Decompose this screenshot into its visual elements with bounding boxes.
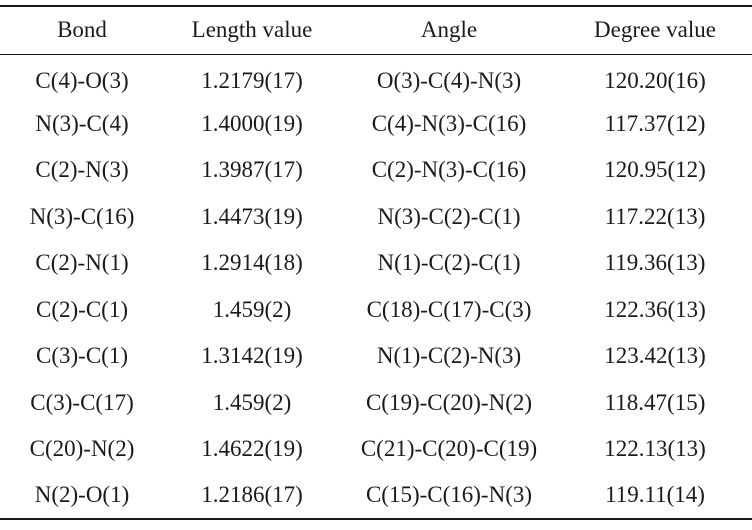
header-bond: Bond bbox=[0, 5, 164, 55]
bond-angle-table: Bond Length value Angle Degree value C(4… bbox=[0, 5, 752, 520]
cell-bond: C(2)-N(3) bbox=[35, 157, 129, 183]
cell-angle: N(1)-C(2)-C(1) bbox=[377, 250, 521, 276]
cell-degree: 118.47(15) bbox=[604, 389, 706, 415]
table-row: C(2)-C(1) 1.459(2) C(18)-C(17)-C(3) 122.… bbox=[0, 287, 752, 334]
table-body: C(4)-O(3) 1.2179(17) O(3)-C(4)-N(3) 120.… bbox=[0, 54, 752, 520]
cell-bond: N(3)-C(16) bbox=[29, 203, 135, 229]
header-length-value: Length value bbox=[164, 5, 340, 55]
cell-angle: C(2)-N(3)-C(16) bbox=[371, 157, 527, 183]
cell-length: 1.4000(19) bbox=[201, 110, 303, 136]
cell-bond: C(4)-O(3) bbox=[35, 67, 129, 93]
cell-bond: C(20)-N(2) bbox=[29, 436, 135, 462]
cell-bond: C(3)-C(1) bbox=[36, 343, 128, 369]
table-row: C(2)-N(1) 1.2914(18) N(1)-C(2)-C(1) 119.… bbox=[0, 240, 752, 287]
cell-angle: N(1)-C(2)-N(3) bbox=[376, 343, 522, 369]
header-angle: Angle bbox=[340, 5, 558, 55]
cell-bond: C(3)-C(17) bbox=[30, 389, 134, 415]
cell-length: 1.459(2) bbox=[212, 296, 292, 322]
cell-angle: C(4)-N(3)-C(16) bbox=[371, 110, 527, 136]
cell-angle: N(3)-C(2)-C(1) bbox=[377, 203, 521, 229]
cell-length: 1.4473(19) bbox=[201, 203, 303, 229]
table-row: C(3)-C(17) 1.459(2) C(19)-C(20)-N(2) 118… bbox=[0, 380, 752, 427]
cell-angle: O(3)-C(4)-N(3) bbox=[376, 67, 522, 93]
cell-length: 1.3142(19) bbox=[201, 343, 303, 369]
cell-degree: 123.42(13) bbox=[604, 343, 706, 369]
cell-degree: 122.13(13) bbox=[604, 436, 706, 462]
header-row: Bond Length value Angle Degree value bbox=[0, 5, 752, 55]
cell-length: 1.2179(17) bbox=[201, 67, 303, 93]
cell-degree: 122.36(13) bbox=[604, 296, 706, 322]
cell-angle: C(19)-C(20)-N(2) bbox=[365, 389, 533, 415]
cell-degree: 120.20(16) bbox=[604, 67, 706, 93]
cell-degree: 117.37(12) bbox=[604, 110, 706, 136]
table-row: N(3)-C(4) 1.4000(19) C(4)-N(3)-C(16) 117… bbox=[0, 101, 752, 148]
cell-degree: 120.95(12) bbox=[604, 157, 706, 183]
cell-angle: C(15)-C(16)-N(3) bbox=[340, 472, 558, 520]
cell-length: 1.2914(18) bbox=[201, 250, 303, 276]
cell-length: 1.459(2) bbox=[212, 389, 292, 415]
cell-angle: C(18)-C(17)-C(3) bbox=[366, 296, 532, 322]
cell-angle: C(21)-C(20)-C(19) bbox=[360, 436, 538, 462]
table-row: C(4)-O(3) 1.2179(17) O(3)-C(4)-N(3) 120.… bbox=[0, 54, 752, 101]
table-row: N(2)-O(1) 1.2186(17) C(15)-C(16)-N(3) 11… bbox=[0, 472, 752, 520]
table-row: N(3)-C(16) 1.4473(19) N(3)-C(2)-C(1) 117… bbox=[0, 194, 752, 241]
cell-length: 1.4622(19) bbox=[201, 436, 303, 462]
cell-length: 1.2186(17) bbox=[164, 472, 340, 520]
table-row: C(20)-N(2) 1.4622(19) C(21)-C(20)-C(19) … bbox=[0, 426, 752, 473]
header-degree-value: Degree value bbox=[558, 5, 752, 55]
cell-degree: 119.11(14) bbox=[558, 472, 752, 520]
cell-bond: N(2)-O(1) bbox=[0, 472, 164, 520]
cell-bond: C(2)-N(1) bbox=[35, 250, 129, 276]
cell-bond: C(2)-C(1) bbox=[36, 296, 128, 322]
cell-length: 1.3987(17) bbox=[201, 157, 303, 183]
cell-degree: 119.36(13) bbox=[604, 250, 706, 276]
cell-bond: N(3)-C(4) bbox=[35, 110, 129, 136]
table-row: C(3)-C(1) 1.3142(19) N(1)-C(2)-N(3) 123.… bbox=[0, 333, 752, 380]
table-row: C(2)-N(3) 1.3987(17) C(2)-N(3)-C(16) 120… bbox=[0, 147, 752, 194]
table-header: Bond Length value Angle Degree value bbox=[0, 5, 752, 55]
cell-degree: 117.22(13) bbox=[604, 203, 706, 229]
